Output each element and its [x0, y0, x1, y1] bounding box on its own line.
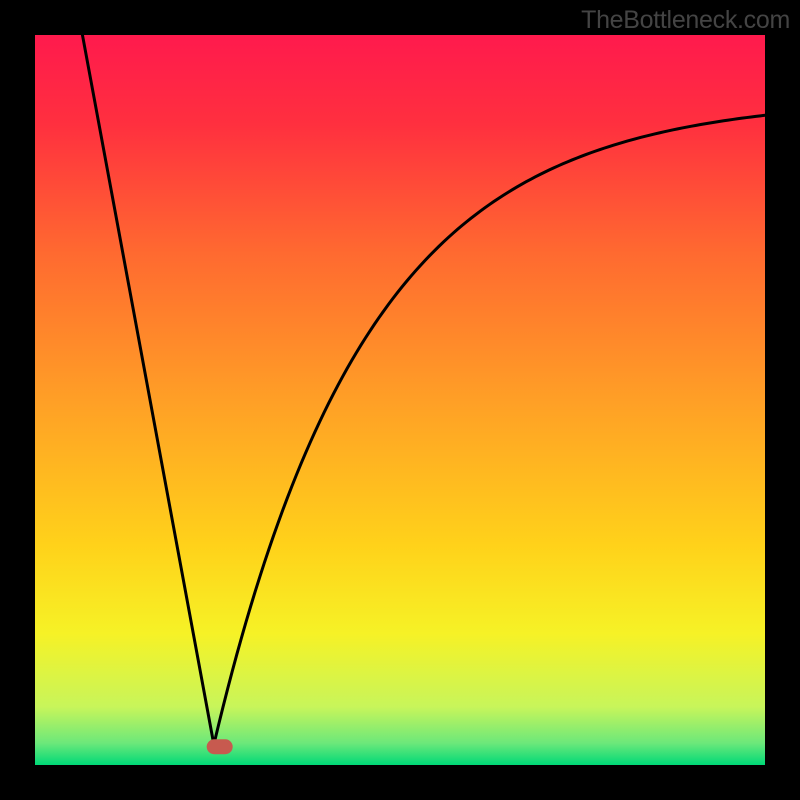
- bottleneck-chart: [0, 0, 800, 800]
- watermark-label: TheBottleneck.com: [581, 6, 790, 35]
